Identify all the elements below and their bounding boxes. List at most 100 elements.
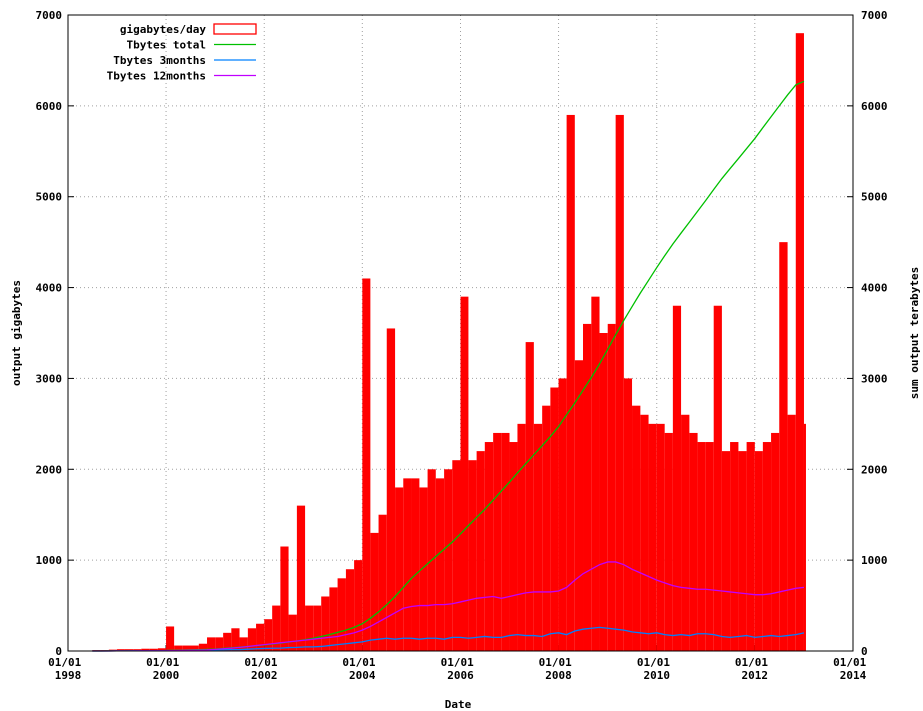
x-tick-label: 01/01 2002 <box>244 656 284 682</box>
bar <box>378 514 387 651</box>
bar <box>713 305 722 651</box>
bar <box>484 442 494 651</box>
bar <box>787 414 796 651</box>
bar <box>305 605 314 651</box>
x-tick-label: 01/01 2000 <box>146 656 186 682</box>
bar <box>337 578 346 651</box>
bar <box>566 114 575 651</box>
bar <box>615 114 624 651</box>
bar <box>182 645 191 651</box>
x-tick-label: 01/01 2014 <box>833 656 873 682</box>
bar <box>215 637 224 651</box>
bar <box>697 442 706 651</box>
bar <box>648 423 657 651</box>
bar <box>632 405 641 651</box>
x-tick-label: 01/01 2012 <box>735 656 775 682</box>
legend-label: gigabytes/day <box>120 23 206 36</box>
y-axis-label: output gigabytes <box>10 280 23 386</box>
bar <box>452 460 461 651</box>
bar <box>198 643 208 651</box>
bar <box>239 637 248 651</box>
bar <box>746 442 755 651</box>
bar <box>525 342 534 651</box>
bar <box>256 623 265 651</box>
x-tick-label: 01/01 2004 <box>342 656 382 682</box>
bar <box>296 505 306 651</box>
bar <box>509 442 518 651</box>
bar <box>476 451 485 651</box>
bar <box>313 605 322 651</box>
y-tick-label: 0 <box>55 645 62 658</box>
y2-tick-label: 4000 <box>861 282 888 295</box>
bar <box>403 478 412 651</box>
bar <box>124 649 134 651</box>
bar <box>542 405 551 651</box>
bar <box>174 645 183 651</box>
y2-tick-label: 0 <box>861 645 868 658</box>
y-tick-label: 4000 <box>36 282 63 295</box>
legend-label: Tbytes 3months <box>113 54 206 67</box>
bar <box>664 432 673 651</box>
bar <box>468 460 477 651</box>
y2-tick-label: 3000 <box>861 372 888 385</box>
bar <box>272 605 281 651</box>
bar <box>517 423 526 651</box>
bar <box>738 451 747 651</box>
x-tick-label: 01/01 2008 <box>539 656 579 682</box>
y-tick-label: 1000 <box>36 554 63 567</box>
x-axis-label: Date <box>445 698 472 711</box>
bar <box>190 645 199 651</box>
bar <box>362 278 371 651</box>
bar <box>640 414 649 651</box>
y2-tick-label: 6000 <box>861 100 888 113</box>
bar <box>607 323 616 651</box>
bar <box>583 323 592 651</box>
y2-tick-label: 1000 <box>861 554 888 567</box>
bar <box>395 487 404 651</box>
bar <box>280 546 289 651</box>
y-tick-label: 6000 <box>36 100 63 113</box>
bar <box>558 378 567 651</box>
bar <box>329 587 338 651</box>
plot-frame <box>67 14 854 652</box>
bar <box>754 451 763 651</box>
bar <box>803 423 806 651</box>
bar <box>762 442 772 651</box>
bar <box>681 414 690 651</box>
bar <box>117 649 125 651</box>
bar <box>419 487 428 651</box>
bar <box>533 423 543 651</box>
bar <box>223 632 232 651</box>
bar <box>730 442 739 651</box>
bar <box>623 378 633 651</box>
bar <box>149 648 158 651</box>
bar <box>550 387 559 651</box>
x-tick-label: 01/01 2006 <box>441 656 481 682</box>
x-tick-label: 01/01 2010 <box>637 656 677 682</box>
bar <box>435 478 445 651</box>
x-tick-label: 01/01 1998 <box>48 656 88 682</box>
bar <box>656 423 665 651</box>
bar <box>672 305 682 651</box>
line <box>92 561 805 652</box>
bar <box>321 596 330 651</box>
bar <box>345 569 355 651</box>
bar <box>574 360 584 651</box>
bar <box>370 532 379 651</box>
y2-tick-label: 5000 <box>861 191 888 204</box>
y-tick-label: 2000 <box>36 463 63 476</box>
y-tick-label: 7000 <box>36 9 63 22</box>
bar <box>231 628 240 651</box>
bar <box>460 296 469 651</box>
bar <box>795 33 804 651</box>
bar <box>166 626 175 651</box>
bar <box>207 637 216 651</box>
bar <box>689 432 698 651</box>
legend-label: Tbytes 12months <box>107 70 206 83</box>
y2-tick-label: 2000 <box>861 463 888 476</box>
bar <box>771 432 780 651</box>
y2-tick-label: 7000 <box>861 9 888 22</box>
bar <box>157 648 167 651</box>
bar <box>599 333 608 651</box>
